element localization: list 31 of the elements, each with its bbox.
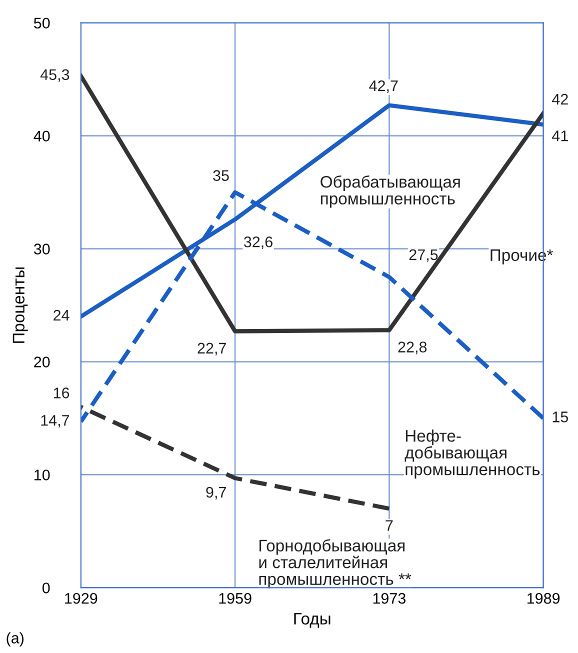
text: Горнодобывающая и сталелитейная промышленность **	[259, 539, 412, 588]
data-label: 22,8	[398, 342, 427, 354]
x-tick-label: 1989	[527, 592, 560, 604]
series-label: Обрабатывающая промышленность	[320, 175, 460, 208]
x-tick-label: 1973	[373, 592, 406, 604]
y-tick-label: 10	[34, 470, 50, 480]
x-axis-title: Годы	[294, 612, 330, 628]
data-label: 22,7	[198, 342, 226, 356]
y-tick-label: 40	[34, 130, 50, 142]
y-tick-label: 50	[34, 18, 50, 29]
text: (a)	[6, 632, 24, 646]
data-label: 15	[552, 412, 568, 422]
data-label: 41	[552, 130, 568, 142]
data-label: 32,6	[244, 236, 272, 250]
data-label: 24	[54, 310, 70, 321]
data-label: 45,3	[40, 69, 70, 82]
data-label: 16	[54, 388, 70, 398]
data-label: 42	[552, 94, 568, 105]
x-tick-label: 1929	[65, 592, 98, 604]
y-tick-label: 0	[42, 582, 50, 594]
data-label: 42,7	[369, 80, 398, 93]
y-tick-label: 30	[34, 244, 50, 254]
data-label: 9,7	[206, 486, 226, 500]
data-label: 35	[213, 170, 229, 181]
y-tick-label: 20	[34, 356, 50, 368]
y-axis-title: Проценты	[12, 267, 28, 343]
data-label: 7	[386, 520, 393, 531]
x-tick-label: 1959	[219, 592, 252, 604]
series-label: Нефте- добывающая промышленность	[404, 430, 540, 479]
data-label: 14,7	[41, 415, 70, 428]
data-label: 27,5	[409, 249, 438, 262]
